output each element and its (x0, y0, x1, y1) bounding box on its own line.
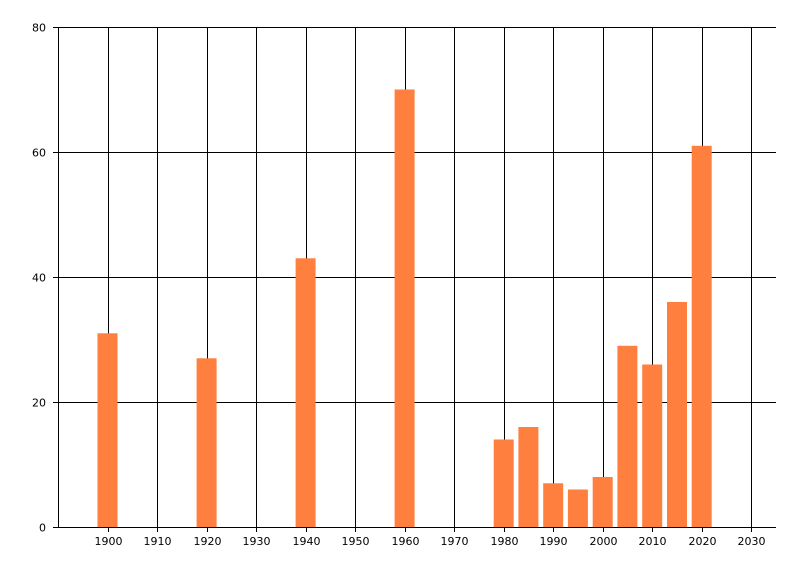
axes (58, 27, 776, 528)
x-tick-label: 2020 (689, 535, 717, 548)
bar-2020 (691, 145, 712, 528)
bar-1960 (394, 89, 415, 527)
bar-1985 (518, 427, 539, 527)
y-tick-label: 60 (32, 147, 46, 160)
bar-1900 (97, 333, 118, 528)
x-tick-label: 1930 (243, 535, 271, 548)
bar-2010 (642, 364, 663, 527)
y-axis-ticks: 0 20 40 60 80 (32, 22, 58, 535)
x-tick-label: 2030 (738, 535, 766, 548)
bar-1980 (493, 439, 514, 527)
x-tick-label: 1910 (144, 535, 172, 548)
bar-1995 (567, 489, 588, 527)
y-tick-label: 80 (32, 22, 46, 35)
bar-1920 (196, 358, 217, 528)
bar-1990 (543, 483, 564, 528)
y-tick-label: 40 (32, 272, 46, 285)
bar-2000 (592, 477, 613, 527)
bar-2005 (617, 345, 638, 528)
x-tick-label: 1920 (194, 535, 222, 548)
y-tick-label: 20 (32, 397, 46, 410)
x-tick-label: 1960 (392, 535, 420, 548)
x-tick-label: 1940 (293, 535, 321, 548)
x-tick-label: 1990 (540, 535, 568, 548)
x-axis-ticks: 1900 1910 1920 1930 1940 1950 1960 1970 1980 1990… (95, 527, 766, 548)
bar-series (97, 89, 712, 528)
x-tick-label: 2010 (639, 535, 667, 548)
x-tick-label: 1970 (441, 535, 469, 548)
y-tick-label: 0 (39, 522, 46, 535)
x-tick-label: 1900 (95, 535, 123, 548)
bar-1940 (295, 258, 316, 528)
bar-2015 (667, 302, 687, 527)
x-tick-label: 1950 (342, 535, 370, 548)
x-tick-label: 2000 (590, 535, 618, 548)
x-tick-label: 1980 (491, 535, 519, 548)
